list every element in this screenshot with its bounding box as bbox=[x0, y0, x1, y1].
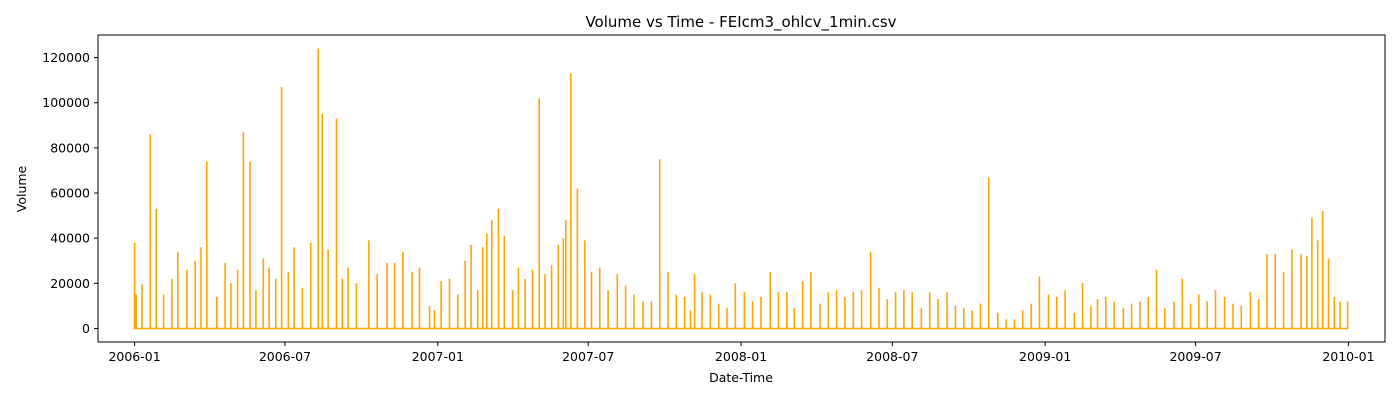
x-tick-label: 2008-01 bbox=[715, 349, 767, 364]
y-tick-label: 100000 bbox=[42, 95, 90, 110]
x-tick-label: 2009-07 bbox=[1169, 349, 1221, 364]
y-tick-label: 0 bbox=[82, 321, 90, 336]
x-tick-label: 2010-01 bbox=[1322, 349, 1374, 364]
plot-area bbox=[133, 48, 1349, 330]
x-tick-label: 2009-01 bbox=[1019, 349, 1071, 364]
y-tick-label: 60000 bbox=[50, 186, 90, 201]
y-tick-label: 120000 bbox=[42, 50, 90, 65]
y-tick-label: 80000 bbox=[50, 140, 90, 155]
x-tick-label: 2008-07 bbox=[866, 349, 918, 364]
chart-title: Volume vs Time - FEIcm3_ohlcv_1min.csv bbox=[585, 13, 896, 32]
x-axis-ticks: 2006-01 2006-07 2007-01 2007-07 2008-01 2008-… bbox=[108, 342, 1375, 364]
x-tick-label: 2006-01 bbox=[108, 349, 160, 364]
x-tick-label: 2006-07 bbox=[259, 349, 311, 364]
plot-frame bbox=[97, 34, 1386, 343]
y-tick-label: 20000 bbox=[50, 276, 90, 291]
y-axis-label: Volume bbox=[14, 165, 29, 212]
y-tick-label: 40000 bbox=[50, 231, 90, 246]
x-tick-label: 2007-07 bbox=[562, 349, 614, 364]
volume-series-line bbox=[133, 48, 1349, 330]
y-axis-ticks: 0 20000 40000 60000 80000 100000 120000 bbox=[42, 50, 98, 336]
x-tick-label: 2007-01 bbox=[412, 349, 464, 364]
x-axis-label: Date-Time bbox=[709, 370, 773, 385]
